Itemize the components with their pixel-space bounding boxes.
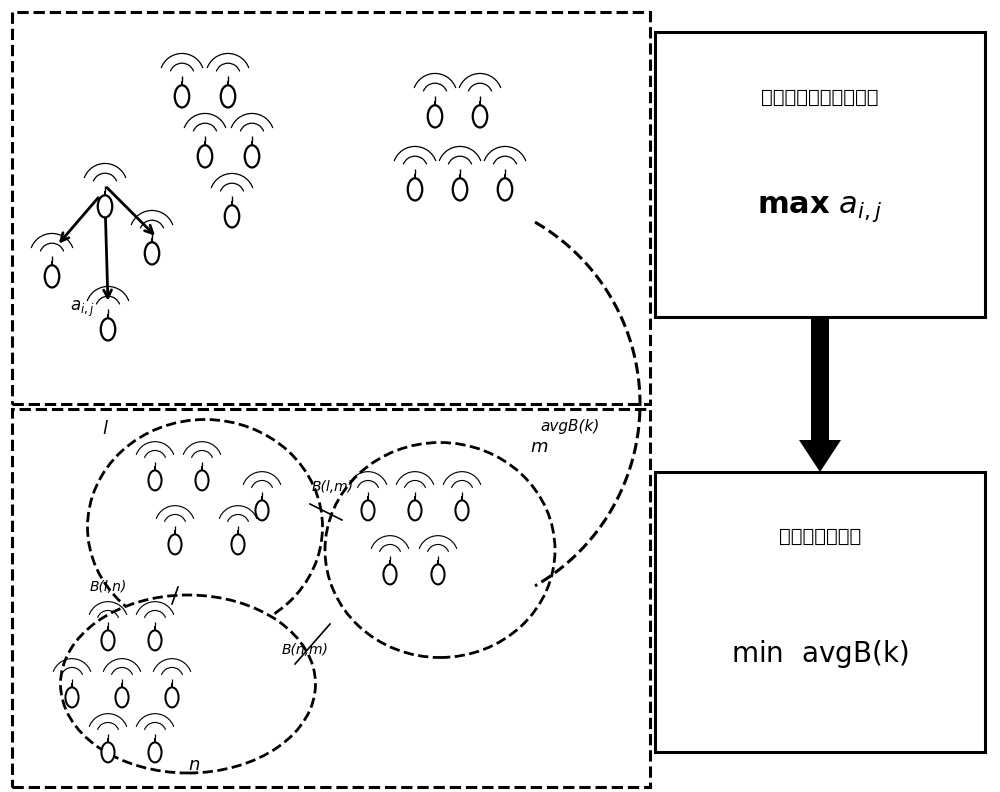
Ellipse shape <box>45 265 59 287</box>
Bar <box>104 191 106 196</box>
Bar <box>437 560 439 565</box>
Ellipse shape <box>101 630 115 650</box>
Text: B(l,n): B(l,n) <box>90 580 127 594</box>
Bar <box>71 683 73 687</box>
Bar <box>227 81 229 86</box>
Bar <box>154 626 156 630</box>
Bar <box>459 173 461 179</box>
Ellipse shape <box>101 742 115 763</box>
Ellipse shape <box>431 565 445 584</box>
Ellipse shape <box>61 595 316 773</box>
Bar <box>107 314 109 318</box>
Ellipse shape <box>361 501 375 520</box>
Bar <box>174 530 176 535</box>
Bar <box>261 497 263 501</box>
Bar <box>204 141 206 146</box>
Bar <box>154 738 156 743</box>
Ellipse shape <box>428 105 442 128</box>
Bar <box>107 626 109 630</box>
Ellipse shape <box>408 178 422 200</box>
Ellipse shape <box>498 178 512 200</box>
Text: n: n <box>188 756 199 774</box>
Text: 簇内基站之间的相关性: 簇内基站之间的相关性 <box>761 88 879 107</box>
Bar <box>655 472 985 752</box>
Ellipse shape <box>225 205 239 227</box>
Bar <box>811 317 829 440</box>
Ellipse shape <box>148 630 162 650</box>
Ellipse shape <box>165 687 179 707</box>
Ellipse shape <box>148 742 162 763</box>
Bar <box>107 738 109 743</box>
Bar <box>121 683 123 687</box>
Text: B(n,m): B(n,m) <box>282 643 329 657</box>
Ellipse shape <box>453 178 467 200</box>
Bar <box>231 200 233 206</box>
Text: avgB(k): avgB(k) <box>540 420 600 435</box>
Bar <box>51 261 53 265</box>
Bar <box>12 12 650 404</box>
Bar <box>171 683 173 687</box>
Bar <box>389 560 391 565</box>
Ellipse shape <box>145 242 159 265</box>
Ellipse shape <box>168 535 182 554</box>
Ellipse shape <box>195 470 209 490</box>
Ellipse shape <box>98 196 112 218</box>
Text: 簇之间的相关性: 簇之间的相关性 <box>779 527 861 546</box>
Ellipse shape <box>115 687 129 707</box>
Text: m: m <box>530 438 548 456</box>
Bar <box>655 32 985 317</box>
Text: $a_{i,j}$: $a_{i,j}$ <box>70 299 95 319</box>
Bar <box>237 530 239 535</box>
Ellipse shape <box>101 318 115 341</box>
Text: $\mathbf{max}\ a_{i,j}$: $\mathbf{max}\ a_{i,j}$ <box>757 194 883 223</box>
Bar <box>251 141 253 146</box>
Ellipse shape <box>473 105 487 128</box>
Bar <box>434 101 436 105</box>
Bar <box>414 173 416 179</box>
Bar <box>504 173 506 179</box>
Bar <box>181 81 183 86</box>
Ellipse shape <box>408 501 422 520</box>
Ellipse shape <box>87 420 322 634</box>
Ellipse shape <box>231 535 245 554</box>
Polygon shape <box>799 440 841 472</box>
Ellipse shape <box>245 145 259 167</box>
Bar <box>201 466 203 470</box>
Ellipse shape <box>65 687 79 707</box>
Bar <box>12 409 650 787</box>
Ellipse shape <box>255 501 269 520</box>
Ellipse shape <box>325 443 555 657</box>
Ellipse shape <box>175 86 189 108</box>
Text: l: l <box>102 420 107 438</box>
Ellipse shape <box>221 86 235 108</box>
Bar <box>154 466 156 470</box>
Bar <box>479 101 481 105</box>
Bar <box>461 497 463 501</box>
Ellipse shape <box>383 565 397 584</box>
Bar <box>151 238 153 242</box>
Ellipse shape <box>148 470 162 490</box>
Ellipse shape <box>455 501 469 520</box>
Text: $\mathrm{min\ \ avgB(k)}$: $\mathrm{min\ \ avgB(k)}$ <box>731 638 909 670</box>
Text: B(l,m): B(l,m) <box>312 480 354 494</box>
Bar <box>414 497 416 501</box>
Bar <box>367 497 369 501</box>
Ellipse shape <box>198 145 212 167</box>
